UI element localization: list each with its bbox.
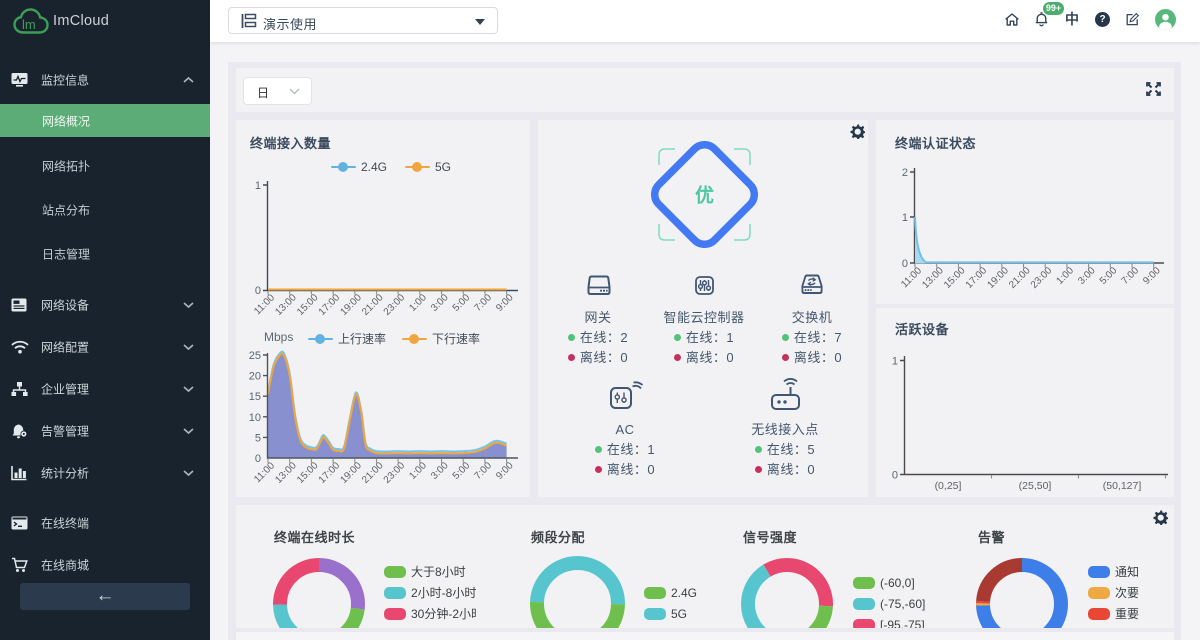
svg-text:7:00: 7:00 [472, 460, 494, 482]
svg-text:5:00: 5:00 [451, 292, 473, 314]
svg-text:21:00: 21:00 [1007, 265, 1033, 291]
svg-text:9:00: 9:00 [494, 292, 516, 314]
svg-text:3:00: 3:00 [1076, 265, 1098, 287]
svg-text:2: 2 [902, 167, 908, 179]
svg-text:25: 25 [249, 350, 261, 362]
svg-text:(50,127]: (50,127] [1103, 480, 1142, 492]
svg-text:9:00: 9:00 [494, 460, 516, 482]
svg-text:0: 0 [255, 285, 261, 297]
svg-text:15: 15 [249, 391, 261, 403]
svg-text:5:00: 5:00 [451, 460, 473, 482]
svg-text:3:00: 3:00 [429, 292, 451, 314]
svg-text:15:00: 15:00 [295, 292, 321, 318]
svg-text:5: 5 [255, 432, 261, 444]
svg-text:0: 0 [902, 258, 908, 270]
svg-text:17:00: 17:00 [317, 460, 343, 486]
svg-text:7:00: 7:00 [472, 292, 494, 314]
svg-text:0: 0 [892, 470, 898, 482]
svg-text:5:00: 5:00 [1098, 265, 1120, 287]
svg-text:23:00: 23:00 [382, 292, 408, 318]
svg-text:13:00: 13:00 [273, 460, 299, 486]
svg-text:1: 1 [892, 356, 898, 368]
svg-text:10: 10 [249, 412, 261, 424]
svg-text:19:00: 19:00 [338, 460, 364, 486]
svg-text:1:00: 1:00 [407, 292, 429, 314]
svg-text:21:00: 21:00 [360, 292, 386, 318]
svg-text:1: 1 [902, 212, 908, 224]
svg-text:lm: lm [22, 17, 36, 32]
svg-text:17:00: 17:00 [317, 292, 343, 318]
svg-text:21:00: 21:00 [360, 460, 386, 486]
svg-text:7:00: 7:00 [1120, 265, 1142, 287]
svg-text:1:00: 1:00 [407, 460, 429, 482]
svg-text:23:00: 23:00 [382, 460, 408, 486]
svg-text:13:00: 13:00 [273, 292, 299, 318]
svg-text:15:00: 15:00 [295, 460, 321, 486]
svg-text:1: 1 [255, 180, 261, 192]
svg-text:优: 优 [695, 184, 714, 207]
svg-text:19:00: 19:00 [338, 292, 364, 318]
svg-text:0: 0 [255, 453, 261, 465]
svg-text:23:00: 23:00 [1029, 265, 1055, 291]
svg-text:(25,50]: (25,50] [1019, 480, 1052, 492]
svg-text:20: 20 [249, 371, 261, 383]
svg-text:9:00: 9:00 [1141, 265, 1163, 287]
svg-text:1:00: 1:00 [1054, 265, 1076, 287]
svg-text:3:00: 3:00 [429, 460, 451, 482]
svg-text:17:00: 17:00 [964, 265, 990, 291]
svg-text:15:00: 15:00 [942, 265, 968, 291]
svg-text:(0,25]: (0,25] [935, 480, 962, 492]
svg-text:13:00: 13:00 [920, 265, 946, 291]
svg-text:19:00: 19:00 [985, 265, 1011, 291]
